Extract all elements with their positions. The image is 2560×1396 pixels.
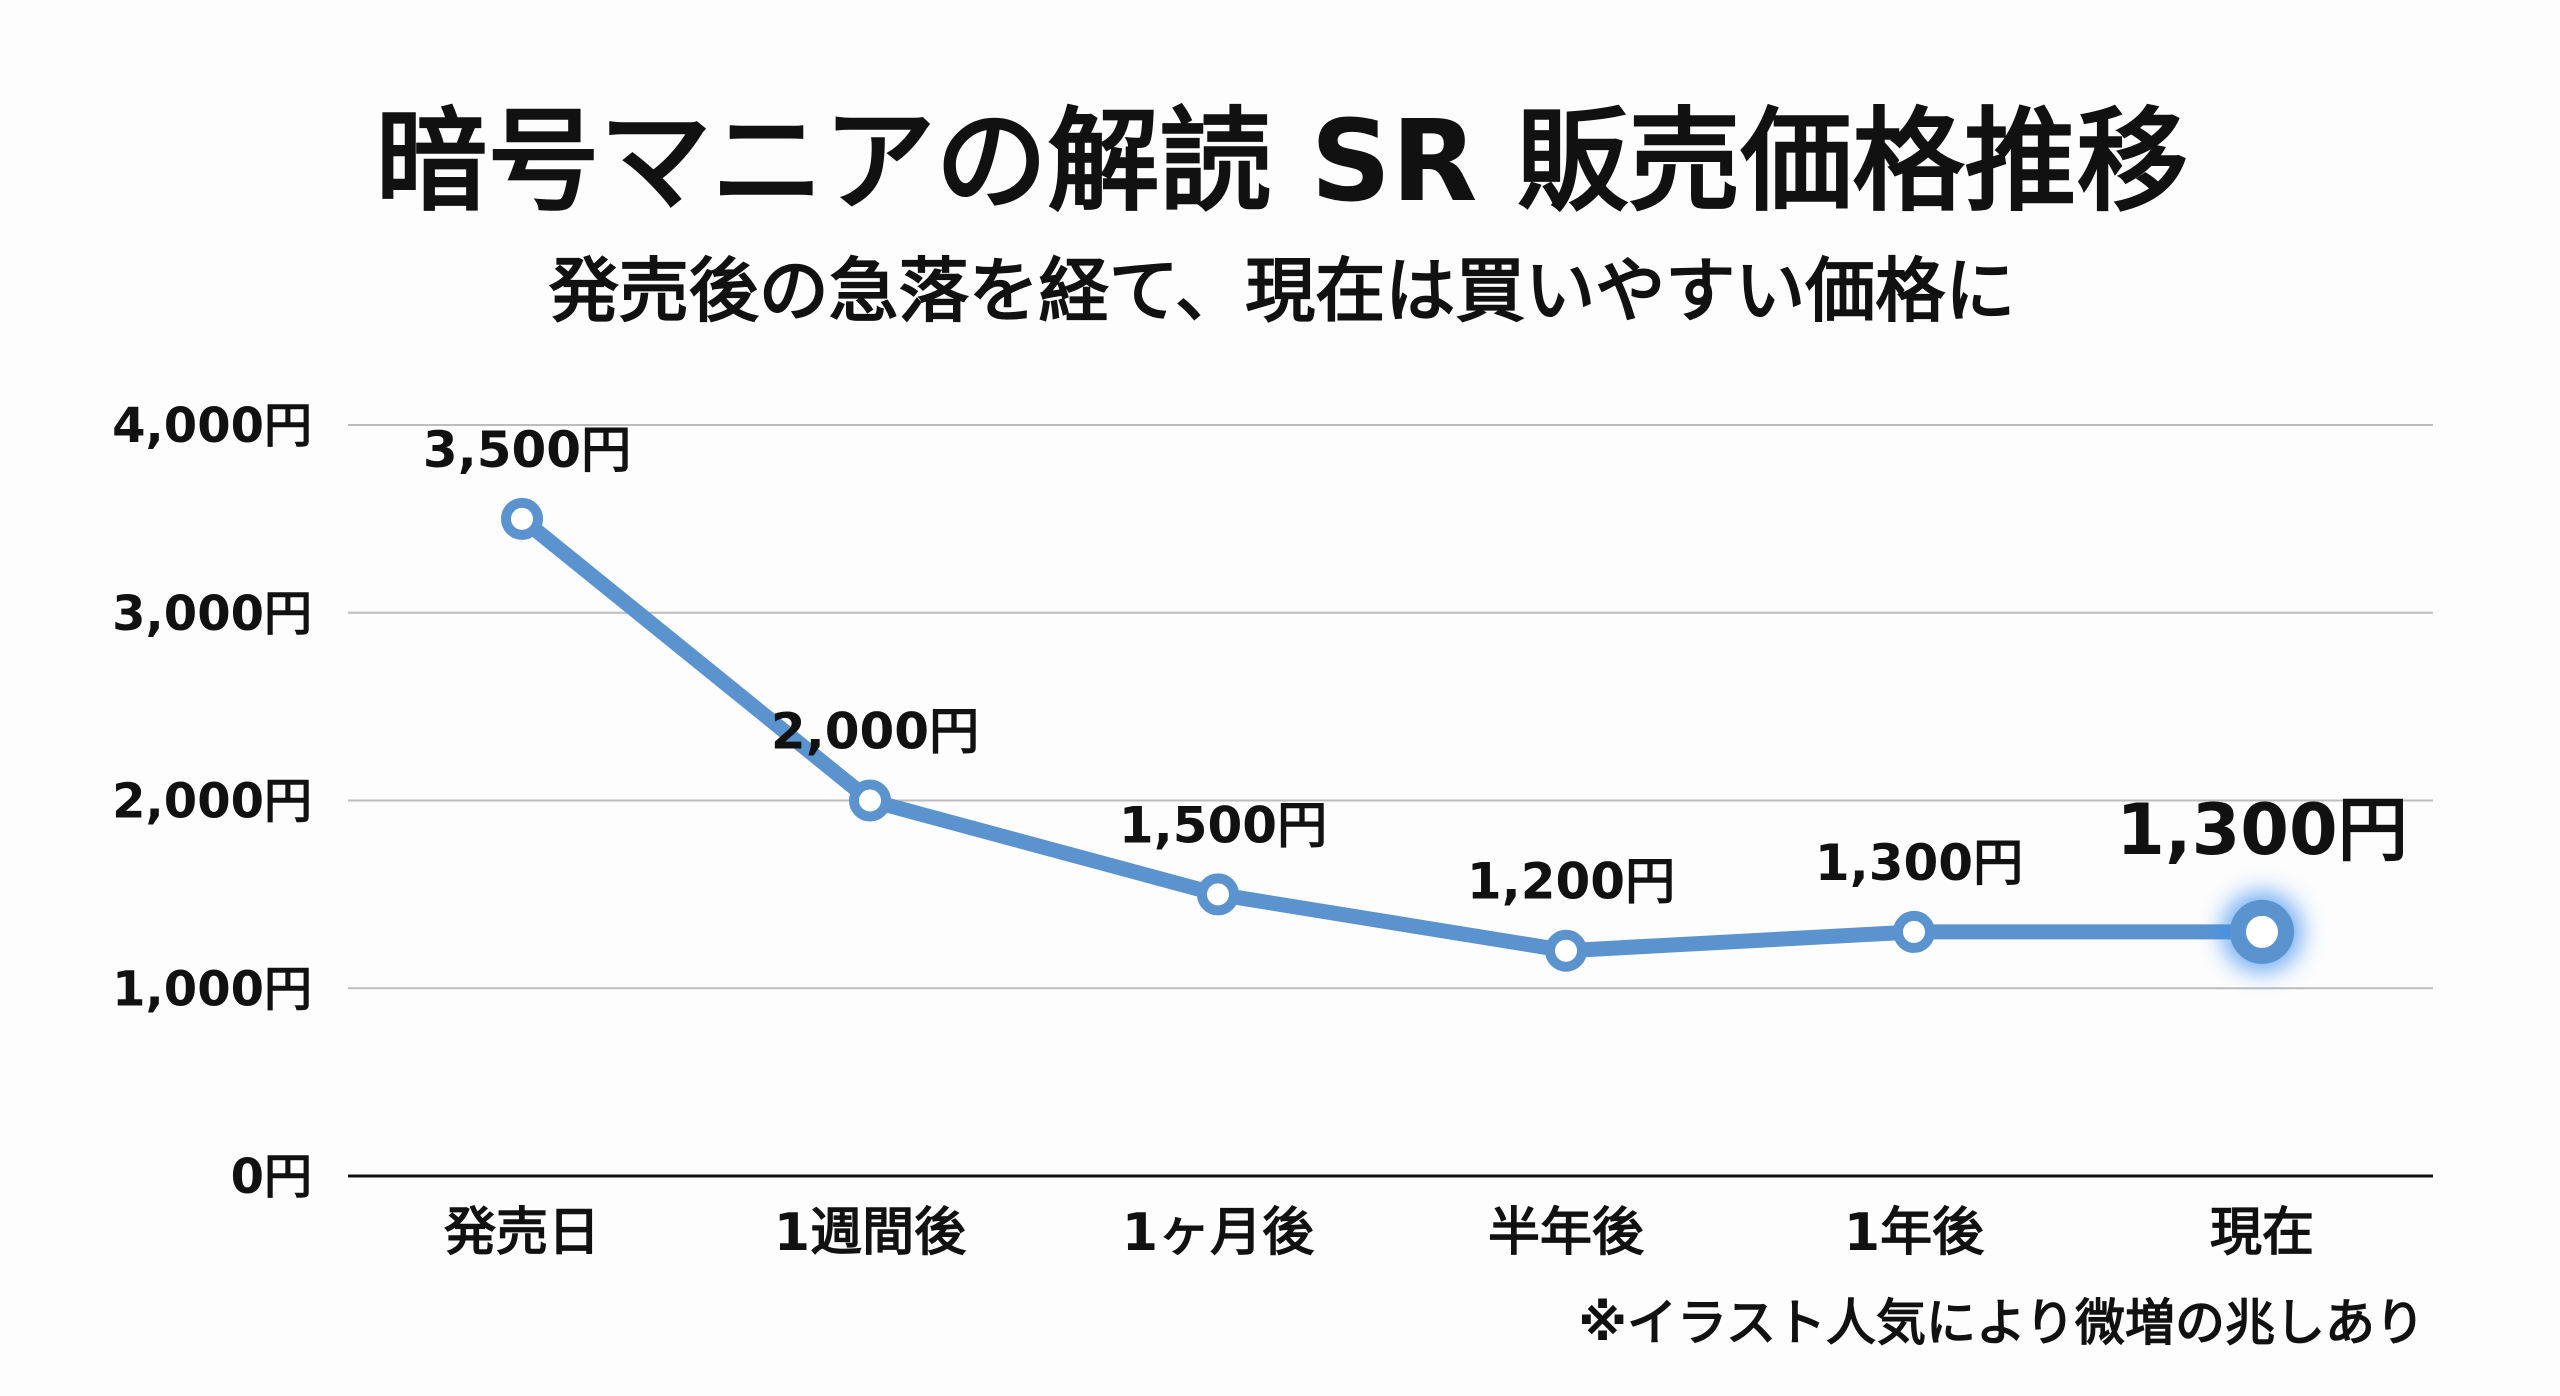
data-point [1197, 873, 1239, 916]
data-label: 3,500円 [423, 421, 631, 479]
data-point [1545, 929, 1587, 972]
data-point [849, 779, 891, 822]
series-line [514, 511, 2270, 959]
chart-title: 暗号マニアの解読 SR 販売価格推移 [376, 97, 2189, 227]
series-price [501, 497, 2302, 972]
data-labels: 3,500円 2,000円 1,500円 1,200円 1,300円 1,300円 [423, 421, 2408, 911]
data-label: 1,200円 [1467, 853, 1675, 911]
y-axis-ticks: 0円 1,000円 2,000円 3,000円 4,000円 [112, 398, 312, 1205]
chart-subtitle: 発売後の急落を経て、現在は買いやすい価格に [549, 250, 2016, 332]
gridlines [348, 424, 2433, 1178]
y-tick-label: 4,000円 [112, 398, 312, 454]
x-tick-label: 1週間後 [774, 1203, 967, 1263]
data-point-highlight [2230, 899, 2294, 964]
x-axis-ticks: 発売日 1週間後 1ヶ月後 半年後 1年後 現在 [444, 1203, 2314, 1263]
x-tick-label: 発売日 [444, 1203, 600, 1263]
y-tick-label: 0円 [231, 1149, 312, 1205]
y-tick-label: 2,000円 [112, 774, 312, 830]
data-label: 1,500円 [1119, 796, 1327, 854]
x-tick-label: 半年後 [1488, 1203, 1645, 1263]
y-tick-label: 3,000円 [112, 586, 312, 642]
x-tick-label: 現在 [2210, 1203, 2314, 1263]
data-point [501, 497, 543, 540]
y-tick-label: 1,000円 [112, 961, 312, 1017]
data-point [1893, 910, 1935, 953]
data-label: 1,300円 [1815, 834, 2023, 892]
chart-annotation: ※イラスト人気により微増の兆しあり [1578, 1294, 2425, 1352]
data-label: 2,000円 [771, 703, 979, 761]
data-label-highlight: 1,300円 [2116, 789, 2407, 871]
x-tick-label: 1ヶ月後 [1122, 1203, 1315, 1263]
x-tick-label: 1年後 [1844, 1203, 1985, 1263]
